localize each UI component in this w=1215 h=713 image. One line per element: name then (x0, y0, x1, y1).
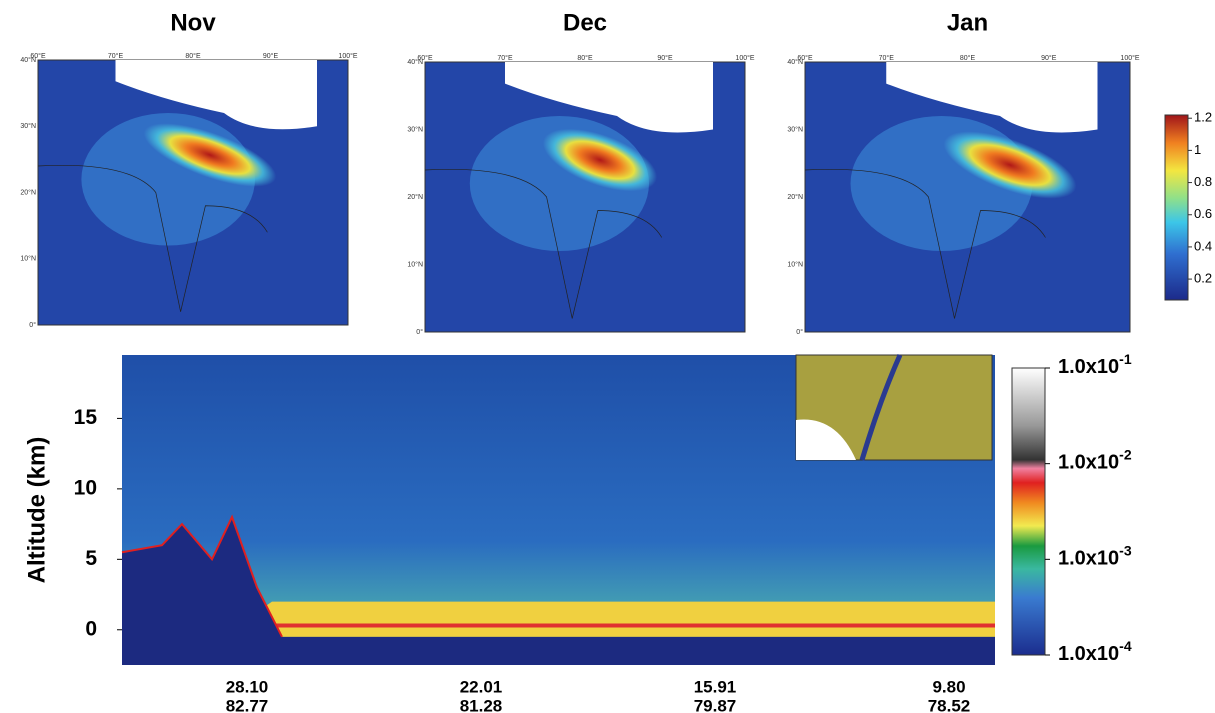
coastline (804, 169, 1046, 319)
y-tick-label: 15 (74, 406, 98, 429)
label-exponent: -4 (1119, 638, 1132, 654)
snow-mask (505, 62, 713, 133)
y-tick-label: 10 (74, 476, 97, 499)
pollution-blob (542, 128, 658, 192)
lon-label: 100°E (735, 54, 754, 62)
lat-label: 40°N (407, 58, 423, 66)
lat-label: 0° (29, 321, 36, 329)
lon-label: 80°E (960, 54, 976, 62)
label-exponent: -1 (1119, 351, 1132, 367)
lon-label: 60°E (417, 54, 433, 62)
lat-label: 40°N (787, 58, 803, 66)
lat-label: 20°N (20, 188, 36, 196)
lat-label: 30°N (20, 122, 36, 130)
curtain-colorbar (1011, 367, 1046, 656)
inset-sea (796, 419, 856, 460)
lon-label: 80°E (185, 52, 201, 60)
lon-label: 60°E (30, 52, 46, 60)
colorbar-label: 0.4 (1194, 238, 1212, 253)
colorbar-label: 1 (1194, 142, 1201, 157)
lat-label: 40°N (20, 56, 36, 64)
lat-label: 0° (416, 328, 423, 336)
label-exponent: -3 (1119, 542, 1132, 558)
lon-label: 100°E (1120, 54, 1139, 62)
lon-label: 90°E (1041, 54, 1057, 62)
y-tick-label: 5 (85, 547, 97, 570)
lon-label: 60°E (797, 54, 813, 62)
lat-label: 30°N (407, 125, 423, 133)
x-tick-lon: 82.77 (226, 696, 269, 713)
x-tick-lat: 28.10 (226, 677, 269, 696)
x-tick-lat: 22.01 (460, 677, 503, 696)
terrain-edge (121, 514, 283, 638)
colorbar-label: 1.2 (1194, 110, 1212, 125)
colorbar-label: 0.8 (1194, 174, 1212, 189)
lon-label: 80°E (577, 54, 593, 62)
lon-label: 70°E (879, 54, 895, 62)
colorbar (1164, 114, 1189, 301)
map-title: Jan (947, 9, 988, 36)
snow-mask (886, 62, 1098, 133)
colorbar-label: 1.0x10-2 (1058, 446, 1132, 474)
colorbar-label: 0.6 (1194, 206, 1212, 221)
coastline (424, 169, 663, 319)
terrain (122, 517, 995, 665)
colorbar-label: 1.0x10-3 (1058, 542, 1132, 570)
x-tick-lat: 9.80 (932, 677, 965, 696)
y-tick-label: 0 (85, 617, 97, 640)
x-tick-lon: 81.28 (460, 696, 503, 713)
lon-label: 70°E (108, 52, 124, 60)
pollution-blob (943, 131, 1077, 199)
coastline (37, 164, 268, 312)
lat-label: 20°N (407, 193, 423, 201)
y-axis-title: Altitude (km) (23, 437, 50, 584)
lat-label: 20°N (787, 193, 803, 201)
orbit-track (859, 353, 903, 461)
aerosol-layer (122, 601, 995, 637)
x-tick-lon: 79.87 (694, 696, 737, 713)
colorbar-label: 1.0x10-1 (1058, 351, 1132, 379)
label-exponent: -2 (1119, 446, 1132, 462)
lat-label: 30°N (787, 125, 803, 133)
snow-mask (115, 60, 317, 130)
map-title: Dec (563, 9, 607, 36)
map-title: Nov (170, 9, 216, 36)
lat-label: 10°N (407, 260, 423, 268)
colorbar-label: 1.0x10-4 (1058, 638, 1132, 666)
label-base: 1.0x10 (1058, 356, 1119, 378)
pollution-blob (143, 123, 277, 187)
label-base: 1.0x10 (1058, 452, 1119, 474)
lon-label: 70°E (497, 54, 513, 62)
x-tick-lon: 78.52 (928, 696, 971, 713)
lon-label: 90°E (263, 52, 279, 60)
label-base: 1.0x10 (1058, 548, 1119, 570)
lon-label: 100°E (338, 52, 357, 60)
x-tick-lat: 15.91 (694, 677, 737, 696)
label-base: 1.0x10 (1058, 643, 1119, 665)
lat-label: 10°N (20, 255, 36, 263)
lat-label: 10°N (787, 260, 803, 268)
colorbar-label: 0.2 (1194, 271, 1212, 286)
lat-label: 0° (796, 328, 803, 336)
lon-label: 90°E (657, 54, 673, 62)
